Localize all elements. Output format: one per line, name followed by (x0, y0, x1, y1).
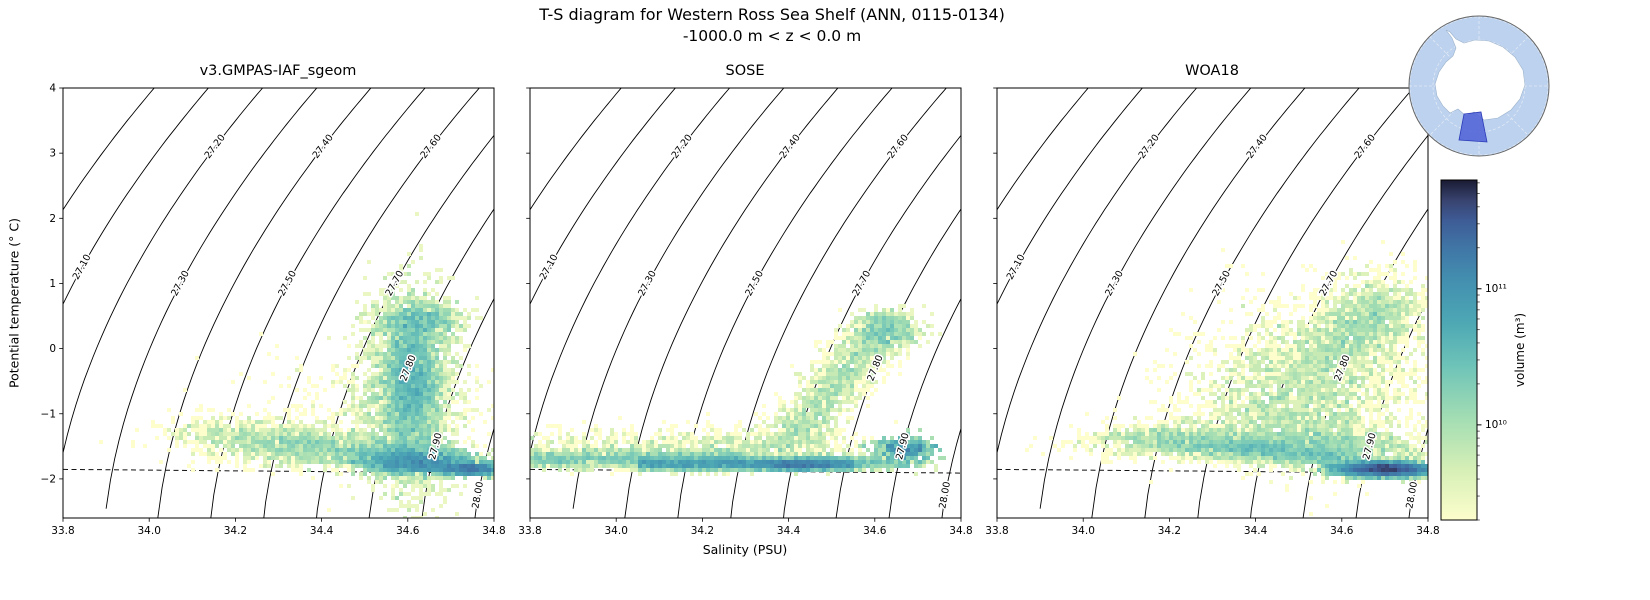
axis-ticks (993, 87, 1429, 522)
svg-text:34.2: 34.2 (224, 525, 247, 537)
svg-text:27.40: 27.40 (311, 132, 336, 160)
svg-text:28.00: 28.00 (470, 481, 486, 510)
svg-text:27.60: 27.60 (419, 132, 444, 160)
map-border (1408, 15, 1550, 157)
colorbar-tick-label: 10¹⁰ (1485, 419, 1507, 431)
svg-text:27.30: 27.30 (169, 269, 191, 298)
svg-text:33.8: 33.8 (518, 525, 541, 537)
svg-text:0: 0 (49, 343, 56, 355)
panel-title-sose: SOSE (725, 63, 765, 79)
figure-title: T-S diagram for Western Ross Sea Shelf (… (539, 5, 1005, 24)
svg-text:34.4: 34.4 (777, 525, 801, 537)
ts-panel-0: 27.1027.2027.3027.4027.5027.6027.7027.80… (41, 83, 506, 538)
svg-text:34.8: 34.8 (949, 525, 972, 537)
svg-text:34.6: 34.6 (396, 525, 420, 537)
svg-text:−1: −1 (41, 408, 56, 420)
svg-text:34.2: 34.2 (691, 525, 714, 537)
ts-volume-heatmap (530, 304, 946, 476)
svg-text:34.0: 34.0 (138, 525, 161, 537)
svg-text:27.40: 27.40 (778, 132, 803, 160)
panel-title-model: v3.GMPAS-IAF_sgeom (199, 63, 357, 79)
svg-text:34.0: 34.0 (605, 525, 628, 537)
axes-frame (529, 87, 962, 519)
axis-tick-labels: 33.8 34.0 34.2 34.4 34.6 34.8 (518, 525, 972, 537)
panel-title-woa18: WOA18 (1185, 63, 1239, 79)
ts-panel-1: 27.1027.2027.3027.4027.5027.6027.7027.80… (518, 87, 973, 537)
svg-text:3: 3 (49, 148, 56, 160)
svg-text:27.50: 27.50 (743, 269, 766, 298)
ts-volume-heatmap (99, 212, 494, 518)
density-contours (530, 88, 961, 518)
x-axis-label: Salinity (PSU) (702, 542, 788, 557)
axes-frame (996, 87, 1429, 519)
antarctica-inset-map (1408, 15, 1550, 157)
svg-text:27.30: 27.30 (636, 269, 658, 298)
svg-text:27.70: 27.70 (851, 269, 874, 298)
colorbar-ticks (1477, 182, 1482, 521)
ts-volume-heatmap (1025, 240, 1428, 516)
svg-text:33.8: 33.8 (51, 525, 74, 537)
svg-text:34.6: 34.6 (863, 525, 887, 537)
svg-text:27.10: 27.10 (538, 253, 561, 282)
svg-text:4: 4 (49, 83, 56, 95)
axis-tick-labels: 33.8 34.0 34.2 34.4 34.6 34.8 (985, 525, 1439, 537)
colorbar-tick-label: 10¹¹ (1485, 283, 1507, 295)
axis-ticks (59, 87, 495, 522)
colorbar: 10¹⁰ 10¹¹ (1440, 179, 1507, 521)
svg-text:27.60: 27.60 (886, 132, 911, 160)
map-antarctica-land (1434, 29, 1526, 121)
colorbar-frame (1440, 179, 1478, 521)
svg-text:34.4: 34.4 (310, 525, 334, 537)
svg-text:27.20: 27.20 (203, 132, 228, 160)
map-region-highlight (1458, 111, 1488, 143)
svg-text:27.20: 27.20 (670, 132, 695, 160)
svg-text:34.8: 34.8 (482, 525, 505, 537)
figure-subtitle: -1000.0 m < z < 0.0 m (682, 27, 862, 45)
axis-ticks (526, 87, 962, 522)
axis-tick-labels: 33.8 34.0 34.2 34.4 34.6 34.8 −2 −1 0 1 2 3 4 (41, 83, 506, 538)
svg-text:2: 2 (49, 213, 56, 225)
svg-text:27.50: 27.50 (276, 269, 299, 298)
svg-text:−2: −2 (41, 473, 56, 485)
svg-text:28.00: 28.00 (937, 481, 953, 510)
axes-frame (62, 87, 495, 519)
svg-text:27.10: 27.10 (71, 253, 94, 282)
ts-panel-2: 27.1027.2027.3027.4027.5027.6027.7027.80… (985, 87, 1440, 537)
svg-text:1: 1 (49, 278, 56, 290)
